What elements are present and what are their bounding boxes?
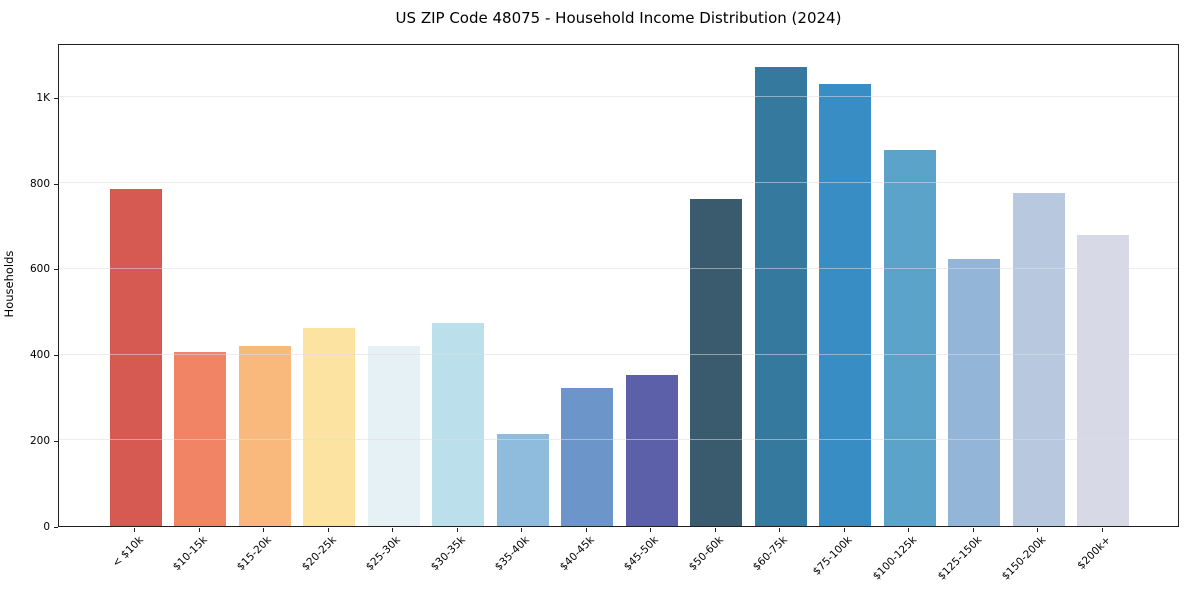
x-tick-label: $60-75k — [751, 534, 791, 574]
x-tick-label: $40-45k — [557, 534, 597, 574]
gridline-600 — [59, 267, 1178, 269]
x-tick-label: $45-50k — [622, 534, 662, 574]
bar-2 — [238, 345, 291, 526]
x-tick-mark — [456, 528, 458, 532]
x-tick-label: $20-25k — [299, 534, 339, 574]
bar-4 — [367, 346, 420, 526]
bar-14 — [1012, 193, 1065, 526]
x-tick-mark — [908, 528, 910, 532]
x-tick-label: $10-15k — [170, 534, 210, 574]
gridline-200 — [59, 439, 1178, 441]
x-tick-mark — [198, 528, 200, 532]
x-tick-label: $35-40k — [493, 534, 533, 574]
x-tick-label: $25-30k — [364, 534, 404, 574]
y-tick-label: 600 — [29, 263, 50, 276]
bar-11 — [819, 84, 872, 526]
x-tick-label: $100-125k — [870, 534, 920, 583]
y-tick-mark — [54, 355, 58, 357]
x-tick-mark — [1037, 528, 1039, 532]
x-tick-label: $150-200k — [999, 534, 1049, 583]
y-tick-mark — [54, 440, 58, 442]
x-tick-label: $15-20k — [235, 534, 275, 574]
x-tick-mark — [392, 528, 394, 532]
x-tick-mark — [972, 528, 974, 532]
y-tick-mark — [54, 97, 58, 99]
x-tick-mark — [650, 528, 652, 532]
chart-title: US ZIP Code 48075 - Household Income Dis… — [395, 9, 842, 27]
bar-7 — [561, 388, 614, 526]
x-tick-mark — [843, 528, 845, 532]
y-tick-label: 0 — [43, 520, 50, 533]
bar-12 — [883, 150, 936, 526]
gridline-1K — [59, 96, 1178, 98]
bar-8 — [625, 374, 678, 526]
x-tick-mark — [779, 528, 781, 532]
bar-0 — [109, 188, 162, 526]
y-axis-label: Households — [2, 250, 16, 318]
x-tick-mark — [327, 528, 329, 532]
y-tick-mark — [54, 526, 58, 528]
bar-10 — [754, 66, 807, 526]
bar-13 — [948, 259, 1001, 526]
x-tick-mark — [134, 528, 136, 532]
plot-area — [58, 44, 1179, 527]
bar-9 — [690, 199, 743, 526]
bar-15 — [1077, 235, 1130, 526]
x-tick-mark — [714, 528, 716, 532]
bar-1 — [174, 351, 227, 526]
x-tick-label: $30-35k — [428, 534, 468, 574]
x-tick-mark — [521, 528, 523, 532]
y-tick-label: 400 — [29, 349, 50, 362]
bar-6 — [496, 433, 549, 526]
x-tick-label: $125-150k — [935, 534, 984, 583]
y-tick-mark — [54, 269, 58, 271]
y-tick-mark — [54, 183, 58, 185]
bar-3 — [303, 328, 356, 526]
gridline-800 — [59, 182, 1178, 184]
y-tick-label: 1K — [36, 91, 50, 104]
x-tick-mark — [1101, 528, 1103, 532]
y-tick-label: 200 — [29, 434, 50, 447]
x-tick-mark — [585, 528, 587, 532]
x-tick-label: < $10k — [109, 534, 146, 570]
x-tick-label: $200k+ — [1074, 534, 1113, 572]
y-tick-label: 800 — [29, 177, 50, 190]
x-tick-label: $75-100k — [810, 534, 855, 578]
x-tick-mark — [263, 528, 265, 532]
bar-5 — [432, 322, 485, 526]
x-tick-label: $50-60k — [686, 534, 726, 574]
gridline-400 — [59, 353, 1178, 355]
